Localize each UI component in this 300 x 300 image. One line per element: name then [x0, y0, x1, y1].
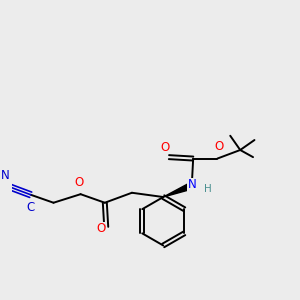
Text: O: O	[96, 222, 105, 235]
Text: N: N	[188, 178, 196, 191]
Text: C: C	[27, 201, 35, 214]
Text: O: O	[74, 176, 84, 189]
Text: O: O	[214, 140, 224, 153]
Text: O: O	[160, 141, 169, 154]
Text: H: H	[204, 184, 212, 194]
Polygon shape	[163, 182, 193, 197]
Text: N: N	[1, 169, 9, 182]
